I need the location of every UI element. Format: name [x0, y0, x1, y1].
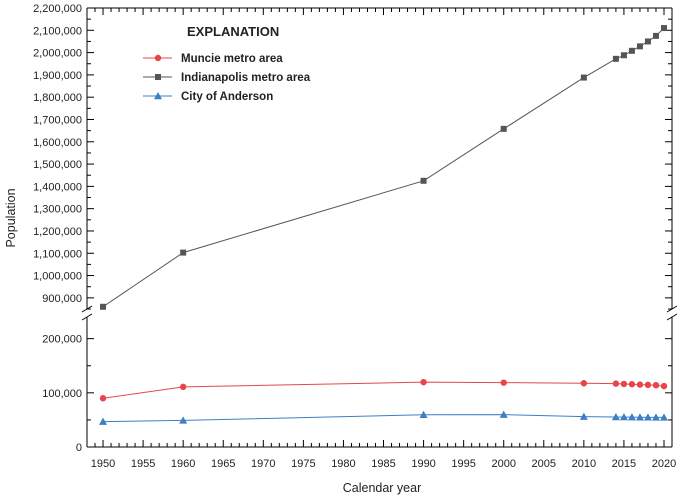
x-tick-label: 2015 [612, 458, 636, 470]
data-point [611, 412, 620, 421]
data-point [628, 381, 636, 388]
data-point [660, 25, 667, 32]
data-point [499, 410, 508, 418]
data-point [419, 410, 428, 418]
series-layer [99, 25, 668, 425]
data-point [644, 38, 651, 45]
data-point [99, 395, 107, 402]
data-point [579, 412, 588, 420]
x-tick-label: 2005 [532, 458, 556, 470]
data-point [659, 413, 668, 421]
y-tick-label-upper: 1,100,000 [33, 248, 82, 260]
data-point [620, 52, 627, 59]
x-tick-label: 1985 [371, 458, 395, 470]
x-tick-label: 2010 [572, 458, 596, 470]
legend-marker [154, 54, 162, 62]
legend-label: Muncie metro area [181, 53, 283, 65]
series-line [102, 27, 665, 308]
y-tick-label-upper: 1,300,000 [33, 204, 82, 216]
legend-entry: Indianapolis metro area [143, 72, 311, 84]
legend-entry: City of Anderson [143, 91, 273, 103]
x-tick-label: 2000 [491, 458, 515, 470]
data-point [635, 413, 644, 421]
x-tick-label: 1970 [251, 458, 275, 470]
x-tick-label: 2020 [652, 458, 676, 470]
data-point [660, 382, 668, 390]
axis-break-mark [666, 313, 678, 321]
data-point [652, 32, 659, 39]
tick-labels: 1950 1955 1960 1965 1970 1975 1980 1985 1990 1995… [33, 3, 676, 470]
y-tick-label-upper: 1,700,000 [33, 114, 82, 126]
y-tick-label-lower: 200,000 [42, 334, 82, 346]
data-point [179, 383, 187, 391]
legend-label: Indianapolis metro area [181, 72, 311, 84]
data-point [580, 74, 587, 81]
legend-label: City of Anderson [181, 91, 273, 103]
x-tick-label: 1980 [331, 458, 355, 470]
data-point [500, 379, 507, 386]
x-axis-title: Calendar year [343, 481, 422, 495]
legend-title: EXPLANATION [187, 24, 279, 39]
axes-frame [81, 7, 678, 448]
y-tick-label-upper: 900,000 [42, 293, 82, 305]
data-point [420, 177, 427, 184]
data-point [420, 378, 427, 386]
legend-marker [154, 92, 162, 100]
data-point [180, 249, 187, 256]
data-point [99, 417, 108, 425]
data-point [636, 43, 643, 50]
data-point [100, 303, 107, 310]
y-tick-label-upper: 2,200,000 [33, 3, 82, 15]
y-tick-label-upper: 1,900,000 [33, 70, 82, 82]
data-point [644, 381, 652, 389]
legend: EXPLANATION Muncie metro area Indianapoli… [143, 24, 311, 103]
y-tick-label-upper: 1,600,000 [33, 137, 82, 149]
x-tick-label: 1955 [131, 458, 155, 470]
data-point [643, 413, 652, 421]
series-line [103, 414, 664, 423]
legend-entry: Muncie metro area [143, 53, 283, 65]
data-point [619, 413, 628, 421]
series-circle [99, 378, 668, 402]
x-tick-label: 1950 [91, 458, 115, 470]
y-tick-label-upper: 1,400,000 [33, 181, 82, 193]
legend-marker [155, 74, 161, 80]
x-tick-label: 1965 [211, 458, 235, 470]
y-axis-title: Population [4, 188, 18, 247]
x-tick-label: 1960 [171, 458, 195, 470]
x-tick-label: 1975 [291, 458, 315, 470]
data-point [651, 413, 660, 421]
data-point [612, 380, 620, 387]
data-point [500, 125, 507, 132]
data-point [628, 47, 635, 54]
series-line [102, 381, 665, 399]
y-tick-label-upper: 1,800,000 [33, 92, 82, 104]
data-point [580, 380, 588, 387]
data-point [627, 413, 636, 421]
y-tick-label-upper: 2,100,000 [33, 25, 82, 37]
data-point [620, 380, 628, 388]
axis-break-mark [81, 313, 93, 321]
y-tick-label-upper: 2,000,000 [33, 48, 82, 60]
data-point [612, 55, 619, 62]
y-tick-label-lower: 100,000 [42, 388, 82, 400]
series-square [100, 25, 667, 310]
x-tick-label: 1990 [411, 458, 435, 470]
data-point [179, 416, 188, 424]
data-point [652, 381, 660, 389]
y-tick-label-upper: 1,200,000 [33, 226, 82, 238]
y-tick-label-upper: 1,000,000 [33, 271, 82, 283]
y-tick-label-upper: 1,500,000 [33, 159, 82, 171]
x-tick-label: 1995 [451, 458, 475, 470]
y-tick-label-lower: 0 [76, 442, 82, 454]
series-triangle [99, 410, 668, 425]
data-point [636, 381, 644, 388]
